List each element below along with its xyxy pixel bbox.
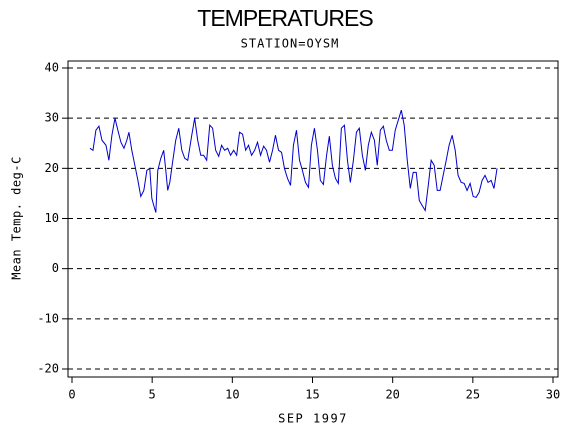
- y-axis-label: Mean Temp. deg-C: [10, 156, 24, 280]
- y-tick-label: 20: [45, 161, 59, 175]
- y-tick-label: 30: [45, 111, 59, 125]
- x-tick-label: 20: [385, 388, 399, 402]
- x-tick-label: 25: [466, 388, 480, 402]
- x-tick-label: 0: [68, 388, 75, 402]
- x-tick-label: 30: [546, 388, 560, 402]
- data-line: [89, 109, 498, 213]
- chart-subtitle: STATION=OYSM: [241, 37, 340, 51]
- y-tick-label: -20: [37, 362, 59, 376]
- y-tick-label: 40: [45, 61, 59, 75]
- x-tick-label: 15: [305, 388, 319, 402]
- x-axis-label: SEP 1997: [278, 412, 348, 426]
- x-tick-label: 10: [225, 388, 239, 402]
- chart-title: TEMPERATURES: [197, 5, 373, 31]
- y-tick-label: 0: [52, 261, 59, 275]
- y-tick-label: 10: [45, 211, 59, 225]
- x-tick-label: 5: [149, 388, 156, 402]
- y-tick-label: -10: [37, 311, 59, 325]
